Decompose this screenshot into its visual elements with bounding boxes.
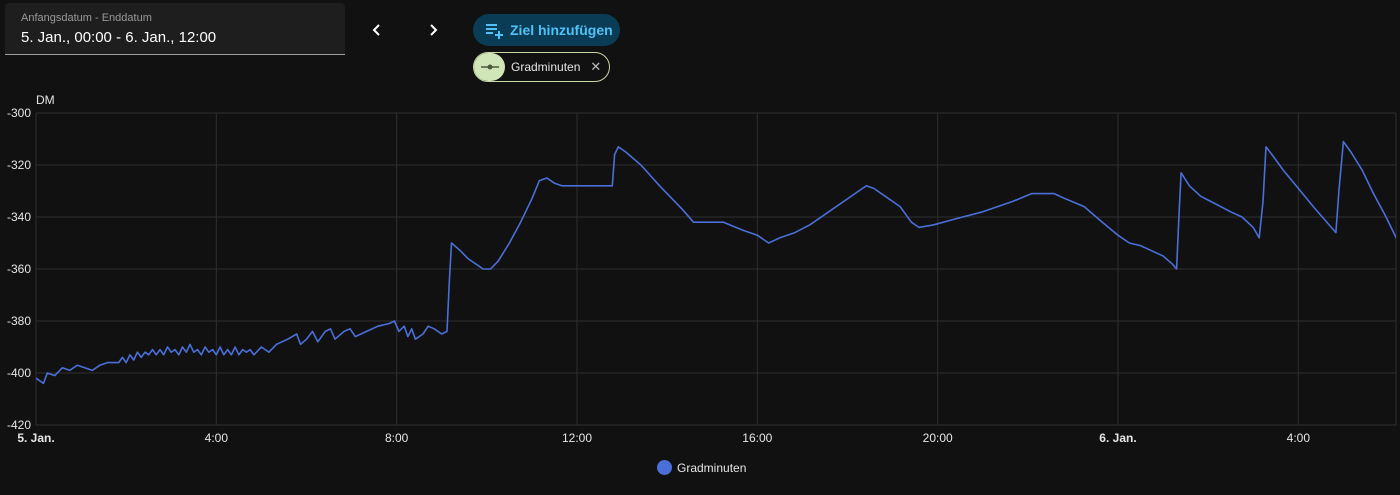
y-tick-label: -400: [7, 366, 31, 380]
y-tick-label: -340: [7, 210, 31, 224]
y-tick-label: -380: [7, 314, 31, 328]
chevron-right-icon: [430, 24, 438, 36]
chip-label: Gradminuten: [511, 60, 581, 74]
y-tick-label: -300: [7, 106, 31, 120]
x-tick-label: 4:00: [1287, 431, 1311, 445]
chevron-left-icon: [372, 24, 380, 36]
legend-label: Gradminuten: [677, 460, 747, 475]
x-tick-label: 8:00: [385, 431, 409, 445]
entity-chip-gradminuten[interactable]: Gradminuten ✕: [473, 52, 610, 82]
y-tick-label: -360: [7, 262, 31, 276]
x-tick-label: 4:00: [205, 431, 229, 445]
x-tick-label: 6. Jan.: [1099, 431, 1136, 445]
date-range-field[interactable]: Anfangsdatum - Enddatum 5. Jan., 00:00 -…: [5, 3, 345, 55]
y-tick-label: -420: [7, 418, 31, 432]
chart-legend-item[interactable]: Gradminuten: [657, 460, 746, 475]
x-tick-label: 12:00: [562, 431, 592, 445]
legend-swatch: [657, 460, 672, 475]
date-range-label: Anfangsdatum - Enddatum: [21, 12, 152, 24]
playlist-plus-icon: [485, 20, 505, 40]
add-target-button[interactable]: Ziel hinzufügen: [473, 14, 620, 46]
x-tick-label: 20:00: [923, 431, 953, 445]
series-line-gradminuten: [36, 140, 1396, 385]
sensor-line-icon: [474, 53, 505, 81]
y-tick-label: -320: [7, 158, 31, 172]
x-tick-label: 5. Jan.: [17, 431, 54, 445]
next-period-button[interactable]: [417, 14, 449, 46]
add-target-label: Ziel hinzufügen: [510, 22, 613, 38]
x-tick-label: 16:00: [742, 431, 772, 445]
chip-remove-icon[interactable]: ✕: [590, 59, 602, 74]
y-axis-label: DM: [36, 93, 55, 107]
date-range-value: 5. Jan., 00:00 - 6. Jan., 12:00: [21, 29, 217, 46]
previous-period-button[interactable]: [361, 14, 393, 46]
